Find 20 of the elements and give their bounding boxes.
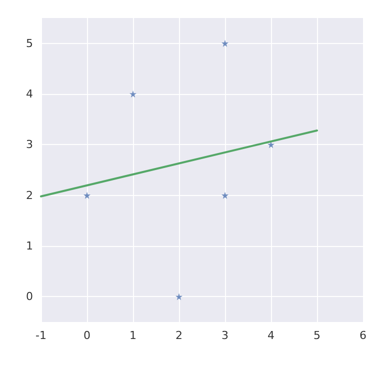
point [268, 141, 274, 148]
x-tick-label: 2 [176, 329, 182, 342]
x-tick-label: -1 [36, 329, 46, 342]
x-tick-label: 4 [268, 329, 274, 342]
point [84, 192, 90, 199]
y-tick-label: 3 [26, 138, 33, 152]
y-tick-label: 1 [26, 240, 33, 252]
x-tick-label: 6 [360, 329, 366, 342]
point [222, 192, 228, 199]
point [222, 40, 228, 47]
y-tick-label: 5 [26, 36, 33, 50]
point [130, 90, 136, 98]
y-tick-label: 4 [26, 88, 33, 100]
y-tick-label: 2 [26, 188, 33, 202]
x-tick-label: 3 [222, 329, 228, 342]
x-tick-label: 0 [84, 329, 90, 342]
x-tick-label: 1 [130, 329, 136, 342]
y-tick-label: 0 [26, 290, 33, 304]
x-tick-label: 5 [314, 329, 320, 342]
point [176, 293, 182, 300]
